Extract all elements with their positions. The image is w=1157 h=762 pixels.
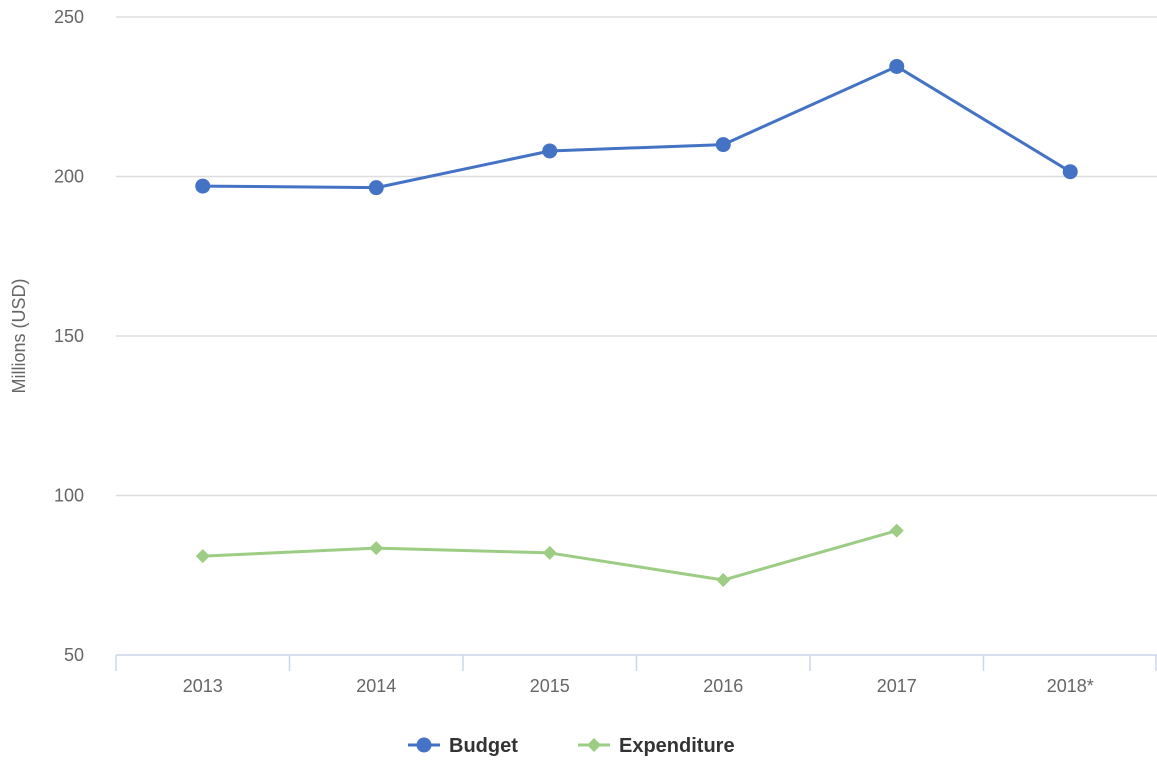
x-tick-label: 2016 (703, 676, 743, 696)
y-axis-ticks: 50 100 150 200 250 (54, 7, 84, 665)
data-point-budget (195, 178, 211, 194)
legend: Budget Expenditure (408, 735, 735, 757)
data-point-budget (542, 143, 558, 159)
data-point-budget (368, 180, 384, 196)
data-point-expenditure (369, 541, 384, 556)
data-point-expenditure (716, 573, 731, 588)
x-tick-label: 2015 (530, 676, 570, 696)
x-tick-label: 2013 (183, 676, 223, 696)
y-tick-label: 200 (54, 167, 84, 187)
y-tick-label: 50 (64, 645, 84, 665)
gridlines (116, 16, 1157, 497)
series-expenditure (195, 523, 904, 588)
legend-label: Budget (449, 735, 518, 757)
legend-marker (416, 737, 432, 753)
legend-item-budget[interactable]: Budget (408, 735, 518, 757)
legend-marker (587, 738, 601, 752)
series-line-budget (202, 64, 1072, 190)
series-budget (195, 58, 1078, 196)
y-tick-label: 250 (54, 7, 84, 27)
series-group (195, 58, 1078, 588)
data-point-expenditure (542, 545, 557, 560)
y-tick-label: 100 (54, 486, 84, 506)
x-axis: 2013 2014 2015 2016 2017 2018* (115, 654, 1157, 696)
legend-label: Expenditure (619, 735, 735, 757)
x-tick-label: 2014 (356, 676, 396, 696)
data-point-budget (889, 58, 905, 74)
x-tick-label: 2017 (877, 676, 917, 696)
legend-item-expenditure[interactable]: Expenditure (578, 735, 735, 757)
data-point-expenditure (889, 523, 904, 538)
x-tick-label: 2018* (1047, 676, 1094, 696)
data-point-budget (1062, 164, 1078, 180)
data-point-budget (715, 137, 731, 153)
y-axis-title: Millions (USD) (9, 278, 29, 393)
data-point-expenditure (195, 549, 210, 564)
y-tick-label: 150 (54, 326, 84, 346)
